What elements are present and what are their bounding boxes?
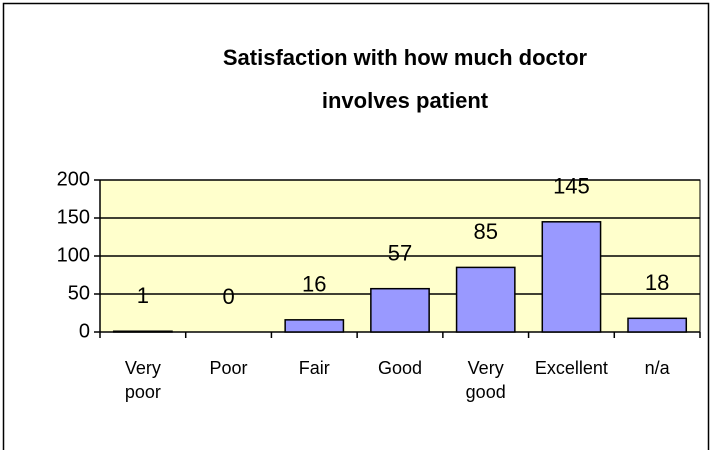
y-tick-label: 100 (57, 244, 90, 266)
x-tick-label: Poor (186, 356, 272, 380)
bar (455, 266, 516, 333)
y-tick-label: 0 (79, 320, 90, 342)
chart-title: Satisfaction with how much doctor involv… (222, 45, 588, 113)
x-tick-label: Very good (443, 356, 529, 404)
data-label: 16 (302, 272, 326, 297)
data-label: 1 (137, 283, 149, 308)
data-label: 18 (645, 270, 669, 295)
data-label: 145 (553, 174, 590, 199)
y-tick-label: 50 (68, 282, 90, 304)
x-tick-label: Fair (271, 356, 357, 380)
bar (541, 221, 602, 333)
bar (284, 319, 345, 333)
data-label: 57 (388, 240, 412, 265)
bar (627, 317, 688, 333)
bar (370, 287, 430, 333)
x-tick-label: Excellent (529, 356, 615, 380)
x-tick-text: Good (377, 358, 423, 378)
x-tick-label: n/a (614, 356, 700, 380)
x-tick-text: Very good (465, 358, 506, 402)
bar (112, 330, 173, 333)
x-tick-label: Very poor (100, 356, 186, 404)
x-tick-text: Excellent (534, 358, 608, 378)
y-tick-label: 200 (57, 168, 90, 190)
x-tick-text: n/a (644, 358, 670, 378)
data-label: 0 (222, 284, 234, 309)
x-tick-text: Poor (209, 358, 248, 378)
x-tick-text: Fair (298, 358, 330, 378)
y-tick-label: 150 (57, 206, 90, 228)
x-tick-label: Good (357, 356, 443, 380)
x-tick-text: Very poor (124, 358, 161, 402)
data-label: 85 (473, 219, 497, 244)
